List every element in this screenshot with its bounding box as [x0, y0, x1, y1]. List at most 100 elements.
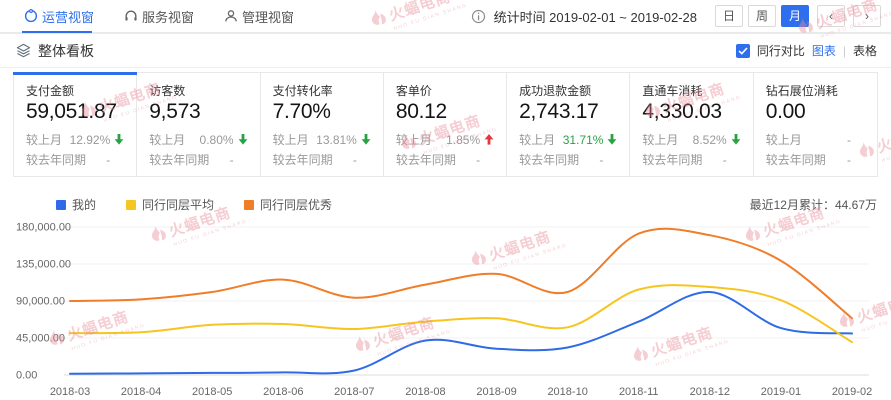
trend-chart: 0.00 45,000.00 90,000.00 135,000.00 180,000.… — [16, 222, 872, 399]
yoy-row: 较去年同期 - — [26, 151, 124, 168]
x-axis-tick: 2018-10 — [547, 386, 587, 398]
legend-label: 同行同层优秀 — [260, 198, 333, 212]
mom-row: 较上月 12.92% — [26, 131, 124, 148]
x-axis-tick: 2018-12 — [690, 386, 730, 398]
y-axis-tick: 0.00 — [16, 370, 37, 382]
check-icon — [738, 46, 748, 55]
mom-label: 较上月 — [272, 133, 309, 147]
metric-card-zuanzhan-cost[interactable]: 钻石展位消耗 0.00 较上月 - 较去年同期 - — [754, 73, 877, 176]
yoy-row: 较去年同期 - — [149, 151, 247, 168]
mom-value: 1.85% — [446, 132, 481, 147]
x-axis-tick: 2018-06 — [263, 386, 303, 398]
x-axis-tick: 2019-02 — [832, 386, 872, 398]
metric-value: 7.70% — [272, 100, 331, 123]
metric-card-avg-order-value[interactable]: 客单价 80.12 较上月 1.85% 较去年同期 - — [384, 73, 508, 176]
period-button-2[interactable]: 月 — [781, 5, 809, 27]
view-tabs: 运营视窗 服务视窗 管理视窗 — [22, 0, 322, 33]
info-icon[interactable] — [471, 9, 486, 24]
yoy-row: 较去年同期 - — [519, 151, 617, 168]
prev-period-button[interactable]: ‹ — [817, 5, 845, 27]
x-axis-tick: 2018-05 — [192, 386, 232, 398]
x-axis-tick: 2018-09 — [476, 386, 516, 398]
x-axis-tick: 2018-03 — [50, 386, 90, 398]
yoy-label: 较去年同期 — [395, 153, 456, 167]
compass-icon — [24, 9, 38, 23]
section-bar: 整体看板 同行对比 图表 | 表格 — [0, 34, 891, 68]
tab-label: 服务视窗 — [142, 9, 195, 25]
date-controls: 统计时间 2019-02-01 ~ 2019-02-28 日周月 ‹ › — [471, 5, 881, 27]
trend-up-icon — [484, 134, 494, 145]
legend-item-series-mine[interactable]: 我的 — [56, 196, 96, 213]
peer-compare-checkbox[interactable] — [735, 43, 750, 58]
yoy-row: 较去年同期 - — [766, 151, 865, 168]
trend-down-icon — [238, 134, 247, 145]
yoy-row: 较去年同期 - — [273, 151, 371, 168]
tab-service-view[interactable]: 服务视窗 — [122, 0, 196, 33]
layers-icon — [16, 43, 31, 58]
mom-label: 较上月 — [149, 133, 186, 147]
metric-card-refund-amount[interactable]: 成功退款金额 2,743.17 较上月 31.71% 较去年同期 - — [507, 73, 631, 176]
metric-label: 支付转化率 — [272, 84, 333, 98]
period-switcher: 日周月 — [715, 5, 809, 27]
yoy-value: - — [106, 152, 111, 167]
legend-swatch — [56, 199, 66, 210]
mom-label: 较上月 — [765, 133, 802, 147]
metric-value: 59,051.87 — [26, 100, 117, 123]
next-period-button[interactable]: › — [853, 5, 881, 27]
yoy-label: 较去年同期 — [642, 153, 703, 167]
legend-label: 我的 — [72, 198, 97, 212]
yoy-value: - — [722, 152, 727, 167]
series-mine-line — [69, 290, 853, 375]
yoy-row: 较去年同期 - — [396, 151, 494, 168]
mom-row: 较上月 31.71% — [519, 131, 617, 148]
trend-down-icon — [731, 134, 741, 145]
y-axis-tick: 180,000.00 — [16, 222, 71, 234]
stat-time-label: 统计时间 2019-02-01 ~ 2019-02-28 — [493, 9, 697, 25]
trend-down-icon — [608, 134, 617, 145]
metric-card-payment-amount[interactable]: 支付金额 59,051.87 较上月 12.92% 较去年同期 - — [12, 72, 138, 176]
mom-label: 较上月 — [642, 133, 679, 147]
yoy-value: - — [352, 152, 357, 167]
legend-item-series-peer-average[interactable]: 同行同层平均 — [126, 196, 214, 213]
peer-compare-label[interactable]: 同行对比 — [756, 44, 805, 58]
user-icon — [224, 9, 238, 23]
table-view-toggle[interactable]: 表格 — [852, 44, 877, 58]
series-peer-average-line — [69, 284, 853, 344]
mom-row: 较上月 1.85% — [396, 131, 494, 148]
chart-legend: 我的 同行同层平均 同行同层优秀 — [14, 196, 332, 213]
metric-label: 支付金额 — [26, 84, 75, 98]
x-axis-tick: 2018-04 — [121, 386, 161, 398]
yoy-label: 较去年同期 — [149, 153, 210, 167]
series-peer-best-line — [69, 227, 853, 320]
y-axis-tick: 135,000.00 — [16, 259, 71, 271]
x-axis-tick: 2019-01 — [761, 386, 801, 398]
tab-operation-view[interactable]: 运营视窗 — [22, 0, 96, 33]
metric-card-payment-conversion[interactable]: 支付转化率 7.70% 较上月 13.81% 较去年同期 - — [261, 73, 384, 176]
metric-card-ztc-cost[interactable]: 直通车消耗 4,330.03 较上月 8.52% 较去年同期 - — [630, 73, 754, 176]
chart-view-toggle[interactable]: 图表 — [811, 44, 836, 58]
legend-item-series-peer-best[interactable]: 同行同层优秀 — [244, 196, 332, 213]
yoy-label: 较去年同期 — [519, 153, 580, 167]
period-button-1[interactable]: 周 — [748, 5, 776, 27]
metric-label: 成功退款金额 — [519, 84, 592, 98]
yoy-label: 较去年同期 — [272, 153, 333, 167]
period-button-0[interactable]: 日 — [715, 5, 743, 27]
yoy-label: 较去年同期 — [765, 153, 826, 167]
headset-icon — [124, 9, 138, 23]
yoy-value: - — [846, 152, 851, 167]
metric-card-visitor-count[interactable]: 访客数 9,573 较上月 0.80% 较去年同期 - — [137, 73, 261, 176]
cumulative-total: 最近12月累计：44.67万 — [749, 198, 877, 212]
yoy-value: - — [229, 152, 234, 167]
mom-label: 较上月 — [395, 133, 432, 147]
metric-value: 2,743.17 — [519, 100, 599, 123]
trend-chart-section: 我的 同行同层平均 同行同层优秀 最近12月累计：44.67万 0.00 45,000… — [0, 191, 891, 400]
mom-row: 较上月 13.81% — [273, 131, 371, 148]
mom-value: 8.52% — [692, 132, 727, 147]
metric-value: 9,573 — [149, 100, 201, 123]
metric-label: 钻石展位消耗 — [765, 84, 838, 98]
mom-label: 较上月 — [519, 133, 556, 147]
tab-management-view[interactable]: 管理视窗 — [222, 0, 296, 33]
y-axis-tick: 90,000.00 — [16, 296, 65, 308]
mom-row: 较上月 - — [766, 131, 865, 148]
metric-cards: 支付金额 59,051.87 较上月 12.92% 较去年同期 - 访客数 9,573 较上月 0… — [12, 72, 878, 177]
